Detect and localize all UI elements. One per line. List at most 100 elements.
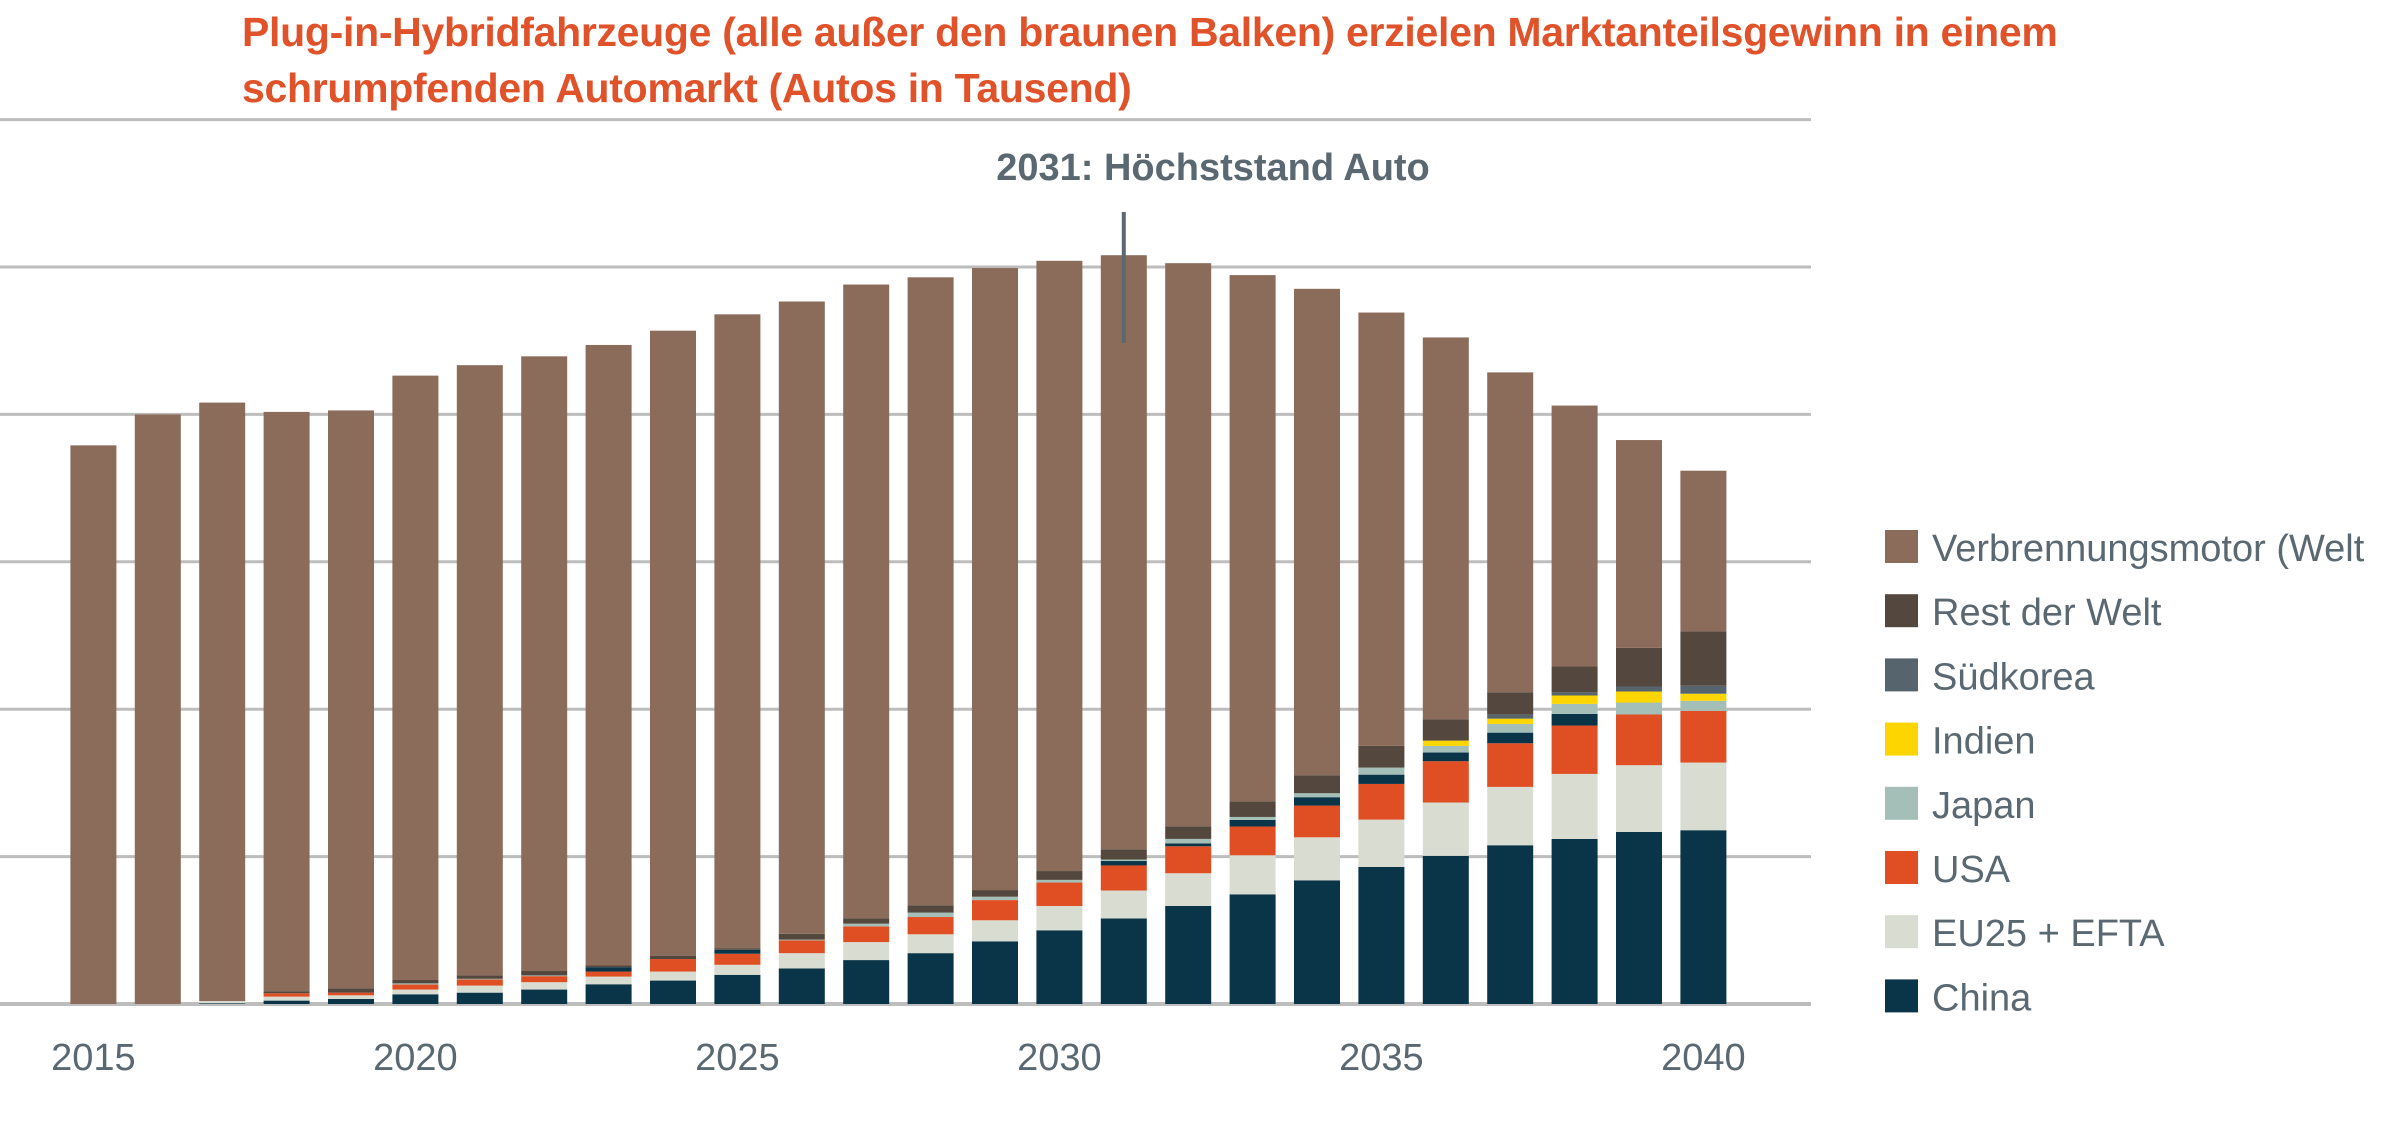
bar-segment-japan-2030 xyxy=(1036,879,1083,883)
bar-segment-verbrennungsmotor-welt-2031 xyxy=(1100,255,1147,850)
bar-segment-rest-der-welt-2027 xyxy=(843,918,890,924)
bar-segment-rest-der-welt-2024 xyxy=(650,955,696,960)
bar-segment-unlabeled-2032 xyxy=(1165,843,1212,847)
legend-label: EU25 + EFTA xyxy=(1932,913,2165,955)
bar-2033 xyxy=(1229,275,1276,1004)
bar-segment-japan-2029 xyxy=(972,896,1018,901)
legend-label: Verbrennungsmotor (Welt xyxy=(1932,528,2365,570)
bar-segment-usa-2021 xyxy=(456,979,503,986)
bar-segment-japan-2021 xyxy=(456,978,503,980)
bar-segment-verbrennungsmotor-welt-2021 xyxy=(456,365,503,976)
bar-segment-eu25-efta-2024 xyxy=(650,971,696,981)
bar-segment-verbrennungsmotor-welt-2027 xyxy=(843,284,890,919)
bar-segment-japan-2022 xyxy=(521,975,568,977)
bar-2021 xyxy=(456,365,503,1004)
bar-segment-unlabeled-2038 xyxy=(1551,713,1598,726)
bar-segment-rest-der-welt-2022 xyxy=(521,970,568,976)
bar-segment-usa-2030 xyxy=(1036,882,1083,906)
bar-segment-usa-2032 xyxy=(1165,846,1212,874)
legend-swatch xyxy=(1885,915,1918,949)
bar-segment-japan-2040 xyxy=(1680,700,1727,711)
bar-segment-unlabeled-2031 xyxy=(1100,861,1147,866)
bar-segment-unlabeled-2025 xyxy=(714,949,761,954)
bar-segment-rest-der-welt-2038 xyxy=(1551,666,1598,693)
bar-segment-rest-der-welt-2031 xyxy=(1100,849,1147,860)
bar-segment-japan-2039 xyxy=(1616,702,1662,715)
bar-segment-china-2034 xyxy=(1294,880,1340,1004)
bar-segment-china-2031 xyxy=(1100,918,1147,1004)
bar-segment-china-2027 xyxy=(843,960,890,1004)
bar-segment-rest-der-welt-2020 xyxy=(392,979,439,984)
bar-segment-eu25-efta-2038 xyxy=(1551,773,1598,839)
bar-segment-südkorea-2039 xyxy=(1616,686,1662,692)
bar-2027 xyxy=(843,284,890,1004)
bar-segment-verbrennungsmotor-welt-2025 xyxy=(714,314,761,949)
bar-segment-china-2037 xyxy=(1487,845,1534,1004)
bar-segment-china-2028 xyxy=(907,953,954,1004)
bar-2039 xyxy=(1616,440,1662,1004)
bar-segment-verbrennungsmotor-welt-2037 xyxy=(1487,372,1534,693)
bar-segment-rest-der-welt-2029 xyxy=(972,890,1018,897)
bar-segment-usa-2039 xyxy=(1616,714,1662,766)
bar-2018 xyxy=(263,411,310,1004)
bar-segment-china-2024 xyxy=(650,980,696,1004)
bar-segment-eu25-efta-2034 xyxy=(1294,837,1340,881)
chart-title-line-1: Plug-in-Hybridfahrzeuge (alle außer den … xyxy=(242,9,2058,55)
legend-label: Südkorea xyxy=(1932,656,2096,698)
bar-segment-china-2025 xyxy=(714,974,761,1004)
bar-segment-japan-2026 xyxy=(778,939,825,941)
bar-segment-rest-der-welt-2025 xyxy=(714,948,761,950)
bar-segment-china-2039 xyxy=(1616,831,1662,1004)
bar-segment-verbrennungsmotor-welt-2030 xyxy=(1036,260,1083,872)
bar-segment-verbrennungsmotor-welt-2018 xyxy=(263,411,310,992)
bar-2029 xyxy=(972,268,1018,1004)
x-tick-label: 2035 xyxy=(1339,1037,1424,1079)
bar-segment-japan-2038 xyxy=(1551,703,1598,714)
bar-segment-eu25-efta-2017 xyxy=(199,1001,246,1004)
bar-2017 xyxy=(199,402,246,1004)
bar-segment-usa-2029 xyxy=(972,900,1018,921)
bar-segment-rest-der-welt-2032 xyxy=(1165,826,1212,839)
bar-segment-eu25-efta-2019 xyxy=(328,995,374,999)
bar-segment-china-2018 xyxy=(263,1000,310,1004)
bar-segment-rest-der-welt-2033 xyxy=(1229,801,1276,817)
bar-segment-indien-2037 xyxy=(1487,718,1534,724)
bar-segment-china-2026 xyxy=(778,968,825,1004)
bar-segment-china-2035 xyxy=(1358,866,1405,1004)
legend-item: China xyxy=(1885,977,2032,1019)
bar-segment-unlabeled-2034 xyxy=(1294,797,1340,806)
bar-segment-rest-der-welt-2040 xyxy=(1680,631,1727,686)
bar-2016 xyxy=(134,414,181,1004)
bar-segment-eu25-efta-2040 xyxy=(1680,762,1727,831)
bar-segment-unlabeled-2037 xyxy=(1487,732,1534,744)
legend-label: USA xyxy=(1932,849,2011,891)
bar-segment-usa-2031 xyxy=(1100,865,1147,891)
bar-segment-japan-2037 xyxy=(1487,723,1534,733)
legend-item: Südkorea xyxy=(1885,656,2096,698)
bar-segment-japan-2032 xyxy=(1165,838,1212,844)
bar-2015 xyxy=(70,445,117,1004)
legend-swatch xyxy=(1885,658,1918,692)
bar-segment-indien-2040 xyxy=(1680,693,1727,701)
x-tick-label: 2030 xyxy=(1017,1037,1102,1079)
bar-segment-verbrennungsmotor-welt-2028 xyxy=(907,277,954,906)
bar-segment-eu25-efta-2030 xyxy=(1036,905,1083,931)
bar-segment-rest-der-welt-2018 xyxy=(263,991,310,994)
bar-2025 xyxy=(714,314,761,1004)
bar-segment-china-2040 xyxy=(1680,830,1727,1004)
legend-item: Japan xyxy=(1885,785,2036,827)
bar-segment-verbrennungsmotor-welt-2022 xyxy=(521,356,568,971)
x-tick-label: 2025 xyxy=(695,1037,780,1079)
bar-segment-eu25-efta-2033 xyxy=(1229,855,1276,895)
legend-label: Rest der Welt xyxy=(1932,592,2162,634)
bar-segment-china-2032 xyxy=(1165,905,1212,1004)
bar-segment-rest-der-welt-2026 xyxy=(778,933,825,940)
bar-segment-china-2033 xyxy=(1229,894,1276,1004)
bar-segment-verbrennungsmotor-welt-2023 xyxy=(585,344,632,966)
bar-segment-usa-2037 xyxy=(1487,743,1534,787)
bar-segment-usa-2020 xyxy=(392,984,439,990)
bar-segment-verbrennungsmotor-welt-2016 xyxy=(134,414,181,1004)
bar-segment-eu25-efta-2037 xyxy=(1487,786,1534,846)
bar-segment-china-2019 xyxy=(328,998,374,1004)
bar-segment-verbrennungsmotor-welt-2034 xyxy=(1294,288,1340,776)
